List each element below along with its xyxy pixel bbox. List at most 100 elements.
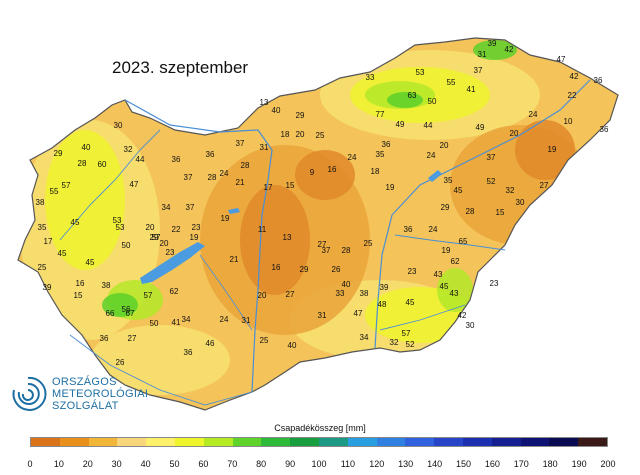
station-value: 27 <box>540 181 549 190</box>
station-value: 53 <box>116 223 125 232</box>
station-value: 29 <box>441 203 450 212</box>
station-value: 48 <box>378 300 387 309</box>
station-value: 25 <box>38 263 47 272</box>
station-value: 62 <box>451 257 460 266</box>
station-value: 37 <box>487 153 496 162</box>
station-value: 57 <box>144 291 153 300</box>
station-value: 42 <box>458 311 467 320</box>
station-value: 41 <box>172 318 181 327</box>
river-raba <box>59 129 161 241</box>
station-value: 29 <box>150 233 159 242</box>
station-value: 37 <box>184 173 193 182</box>
river-tisza <box>374 79 591 349</box>
station-value: 33 <box>366 73 375 82</box>
legend-swatch <box>318 438 348 446</box>
station-value: 13 <box>260 98 269 107</box>
zone-wet-west <box>45 130 125 270</box>
station-value: 24 <box>220 315 229 324</box>
station-value: 19 <box>442 246 451 255</box>
station-value: 21 <box>230 255 239 264</box>
station-value: 36 <box>100 334 109 343</box>
station-value: 47 <box>130 180 139 189</box>
station-value: 45 <box>86 258 95 267</box>
station-value: 29 <box>54 149 63 158</box>
river-drava <box>69 334 253 406</box>
station-value: 40 <box>82 143 91 152</box>
river-sio <box>199 254 253 331</box>
station-value: 31 <box>242 316 251 325</box>
legend-tick-label: 200 <box>600 459 616 469</box>
station-value: 66 <box>106 309 115 318</box>
station-value: 36 <box>184 348 193 357</box>
station-value: 52 <box>406 340 415 349</box>
legend-tick-label: 50 <box>169 459 180 469</box>
station-value: 45 <box>440 282 449 291</box>
legend-tick-label: 80 <box>256 459 267 469</box>
station-value: 19 <box>221 214 230 223</box>
station-value: 34 <box>162 203 171 212</box>
legend-swatch <box>491 438 521 446</box>
station-value: 55 <box>50 187 59 196</box>
station-value: 47 <box>557 55 566 64</box>
station-value: 10 <box>564 117 573 126</box>
station-value: 37 <box>236 139 245 148</box>
station-value: 29 <box>300 265 309 274</box>
station-value: 37 <box>474 66 483 75</box>
river-danube <box>124 99 273 393</box>
station-value: 24 <box>529 110 538 119</box>
legend-tick-label: 190 <box>571 459 587 469</box>
station-value: 44 <box>136 155 145 164</box>
station-value: 9 <box>310 168 315 177</box>
station-value: 60 <box>98 160 107 169</box>
station-value: 65 <box>459 237 468 246</box>
station-value: 20 <box>160 239 169 248</box>
legend-tick-label: 180 <box>542 459 558 469</box>
station-value: 18 <box>281 130 290 139</box>
logo-swirl-icon <box>12 376 47 411</box>
zone-very-dry-north <box>295 150 355 200</box>
country-border <box>17 37 619 411</box>
legend-swatch <box>290 438 319 446</box>
station-value: 28 <box>241 161 250 170</box>
station-value: 57 <box>62 181 71 190</box>
legend-tick-label: 0 <box>27 459 33 469</box>
legend-tick-label: 120 <box>369 459 385 469</box>
station-value: 24 <box>220 169 229 178</box>
station-value: 11 <box>258 225 267 234</box>
legend-tick-label: 160 <box>484 459 500 469</box>
station-value: 17 <box>264 183 273 192</box>
legend-tick-label: 130 <box>398 459 414 469</box>
map-title: 2023. szeptember <box>112 58 249 77</box>
river-koros <box>394 234 506 251</box>
station-value: 28 <box>466 207 475 216</box>
station-value: 30 <box>516 198 525 207</box>
station-value: 19 <box>190 233 199 242</box>
station-value: 57 <box>402 329 411 338</box>
station-value: 30 <box>114 121 123 130</box>
station-value: 38 <box>102 281 111 290</box>
station-value: 15 <box>286 181 295 190</box>
station-value: 36 <box>172 155 181 164</box>
station-value: 20 <box>440 141 449 150</box>
station-value: 36 <box>206 150 215 159</box>
station-value: 25 <box>316 131 325 140</box>
station-value: 40 <box>342 280 351 289</box>
station-value: 29 <box>296 111 305 120</box>
station-value: 55 <box>447 78 456 87</box>
station-value: 50 <box>122 241 131 250</box>
station-value: 28 <box>78 159 87 168</box>
station-value: 37 <box>322 246 331 255</box>
station-value: 77 <box>376 110 385 119</box>
legend-swatch <box>174 438 204 446</box>
station-value: 28 <box>342 246 351 255</box>
station-value: 53 <box>113 216 122 225</box>
legend-tick-label: 10 <box>53 459 64 469</box>
station-value: 40 <box>288 341 297 350</box>
station-value: 49 <box>396 120 405 129</box>
station-value: 43 <box>450 289 459 298</box>
station-value: 19 <box>386 183 395 192</box>
logo-text: ORSZÁGOS METEOROLÓGIAI SZOLGÁLAT <box>52 376 148 412</box>
legend-tick-label: 170 <box>513 459 529 469</box>
station-value: 38 <box>0 0 5 2</box>
